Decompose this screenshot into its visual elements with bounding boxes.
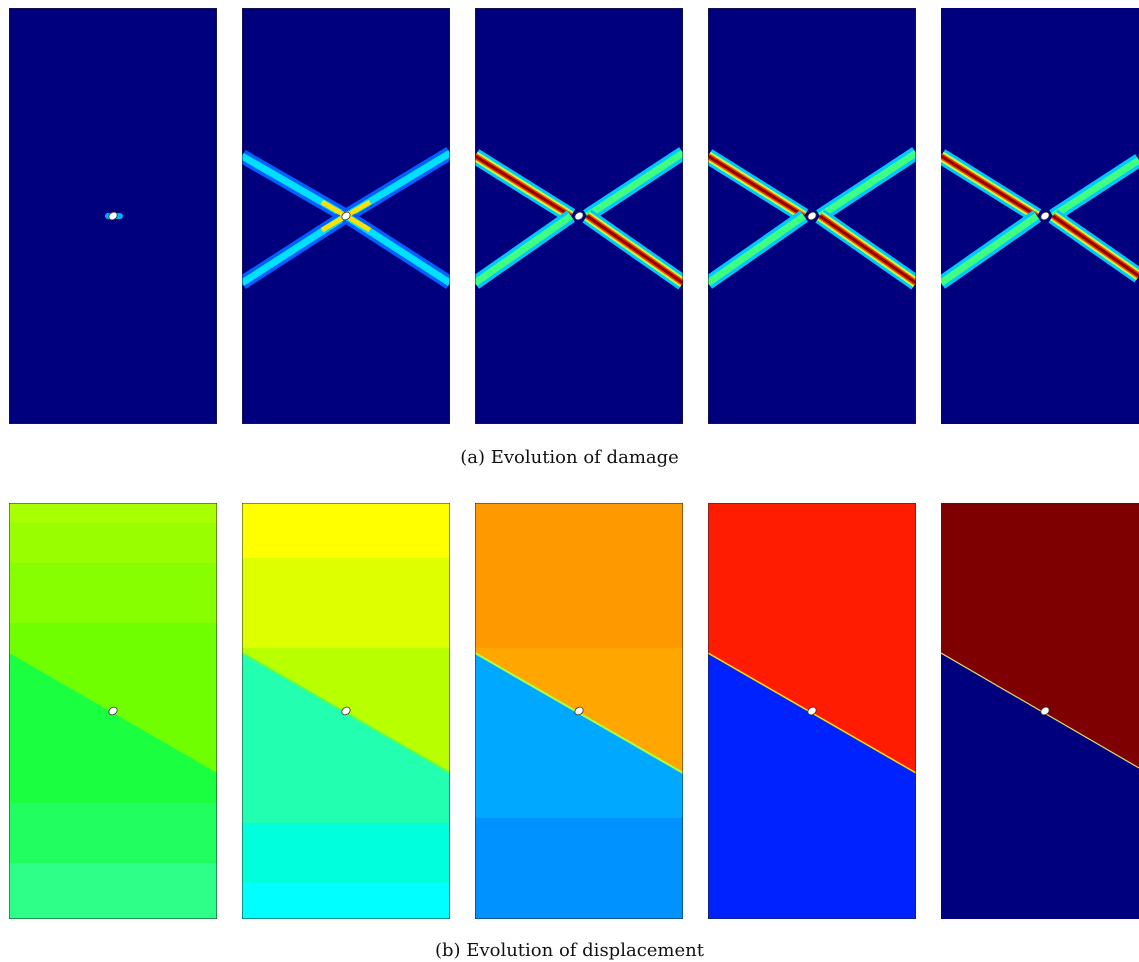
damage-panel-5 <box>941 8 1139 424</box>
displacement-panel-1 <box>9 503 217 919</box>
damage-panel-3 <box>475 8 683 424</box>
damage-panel-4 <box>708 8 916 424</box>
damage-panel-1 <box>9 8 217 424</box>
displacement-panel-2 <box>242 503 450 919</box>
displacement-panel-5 <box>941 503 1139 919</box>
displacement-panel-4 <box>708 503 916 919</box>
displacement-panel-3 <box>475 503 683 919</box>
damage-panel-2 <box>242 8 450 424</box>
caption-damage: (a) Evolution of damage <box>460 447 679 468</box>
caption-displacement: (b) Evolution of displacement <box>435 940 704 961</box>
